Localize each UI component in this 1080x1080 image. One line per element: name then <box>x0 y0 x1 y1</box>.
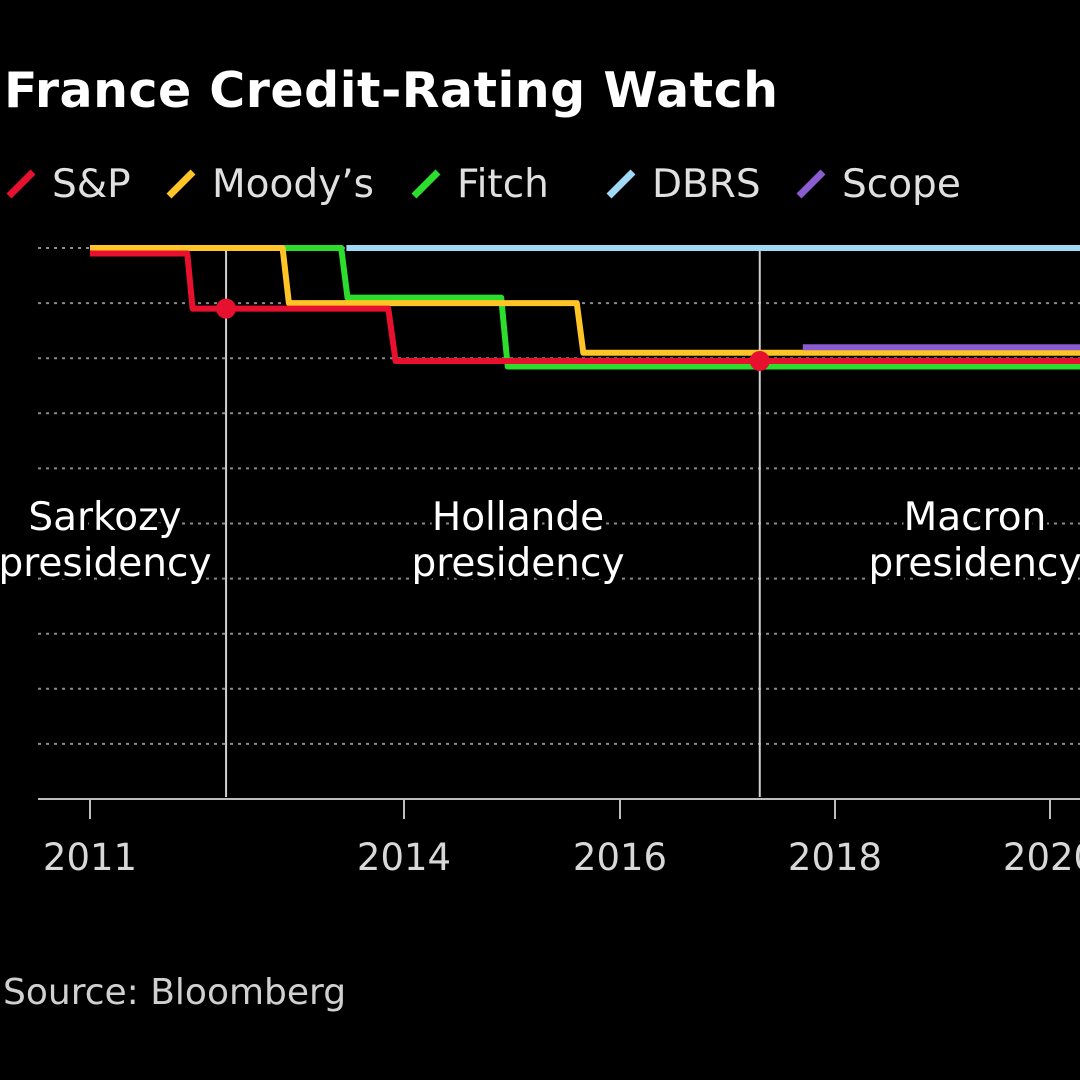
election-marker <box>216 298 237 319</box>
source-note: Source: Bloomberg <box>3 972 347 1013</box>
x-tick-label: 2020 <box>1003 836 1080 879</box>
presidency-annotation-line: Sarkozy <box>28 495 181 540</box>
legend-label-moodys: Moody’s <box>212 162 374 207</box>
x-tick-label: 2018 <box>788 836 882 879</box>
fitch-swatch-icon <box>411 169 441 199</box>
dbrs-swatch-icon <box>606 169 636 199</box>
presidency-annotation-line: presidency <box>868 541 1080 586</box>
legend-label-scope: Scope <box>842 162 961 207</box>
legend-label-dbrs: DBRS <box>652 162 761 207</box>
chart-title: France Credit-Rating Watch <box>4 62 779 119</box>
presidency-annotation-line: Hollande <box>432 495 604 540</box>
x-tick-label: 2016 <box>573 836 667 879</box>
presidency-annotation-line: presidency <box>411 541 624 586</box>
presidency-annotation-line: presidency <box>0 541 212 586</box>
sp-swatch-icon <box>6 169 36 199</box>
presidency-annotation-line: Macron <box>904 495 1047 540</box>
series-line-fitch <box>90 245 1080 370</box>
scope-swatch-icon <box>796 169 826 199</box>
series-line-sp <box>90 250 1080 364</box>
x-tick-label: 2011 <box>43 836 137 879</box>
legend-label-fitch: Fitch <box>457 162 549 207</box>
x-tick-label: 2014 <box>357 836 451 879</box>
election-marker <box>749 350 770 371</box>
legend-label-sp: S&P <box>52 162 131 207</box>
series-line-moodys <box>90 245 1080 356</box>
moodys-swatch-icon <box>166 169 196 199</box>
legend: S&P Moody’s Fitch DBRS Scope <box>0 160 1080 210</box>
